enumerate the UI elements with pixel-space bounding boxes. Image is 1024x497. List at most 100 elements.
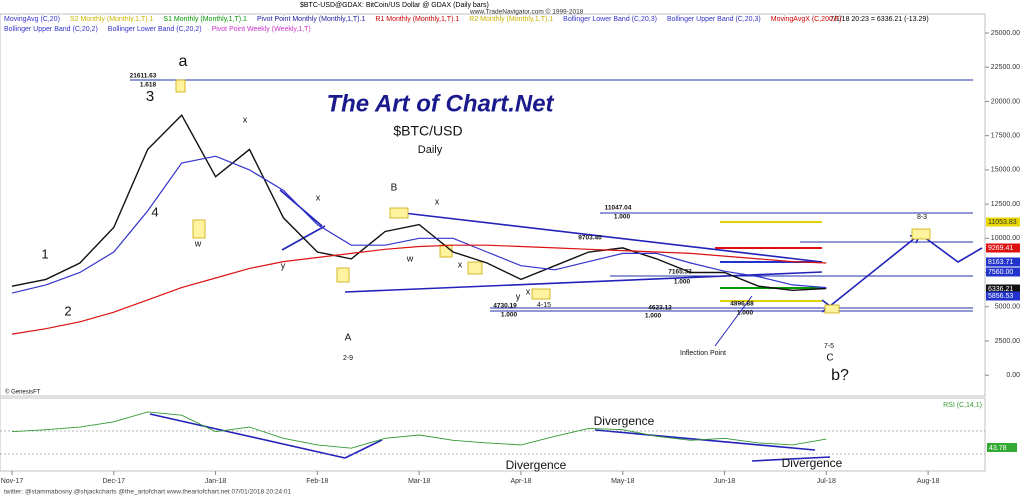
series-line (11, 155, 827, 294)
x-tick-label: Dec-17 (103, 478, 126, 485)
price-tag (986, 243, 1020, 253)
rsi-value-label: 43.78 (989, 445, 1007, 452)
pivot-box (336, 267, 350, 283)
pivot-box (389, 207, 409, 219)
price-panel (0, 13, 986, 397)
annotation: w (194, 238, 202, 248)
annotation: Divergence (594, 414, 655, 428)
x-tick-label: Feb-18 (306, 478, 328, 485)
annotation: 9703.40 (578, 235, 602, 242)
y-tick-label: 12500.00 (991, 201, 1020, 208)
annotation: Divergence (506, 458, 567, 472)
x-tick-label: Aug-18 (917, 478, 940, 485)
annotation: 3 (146, 88, 154, 105)
pivot-box (175, 79, 186, 93)
annotation: 1.618 (140, 82, 157, 89)
legend-entry: Bollinger Upper Band (C,20,3) (667, 16, 761, 23)
rsi-trend (751, 456, 831, 462)
y-tick-label: 22500.00 (991, 64, 1020, 71)
annotation: 1.000 (737, 310, 754, 317)
pivot-boxes (175, 79, 931, 314)
annotation: x (458, 259, 463, 269)
price-tag-label: 6336.21 (988, 286, 1013, 293)
price-tag (986, 217, 1020, 227)
annotation: x (243, 114, 248, 124)
footer: twitter: @stammabosny @shjackcharts @the… (4, 489, 292, 496)
annotation: 4896.88 (730, 301, 754, 308)
price-tag (986, 267, 1020, 277)
pivot-box (824, 304, 840, 314)
source: www.TradeNavigator.com © 1999-2018 (469, 8, 584, 16)
y-tick-label: 2500.00 (995, 338, 1020, 345)
y-tick-label: 15000.00 (991, 167, 1020, 174)
annotation: y (516, 291, 521, 301)
rsi-trend (344, 439, 383, 459)
legend-entry: Pivot Point Weekly (Weekly,1,T) (212, 26, 311, 33)
rsi-trend (594, 429, 816, 451)
legend-entry: Bollinger Lower Band (C,20,3) (563, 16, 657, 23)
annotation: 21611.63 (130, 73, 157, 80)
annotation: B (391, 183, 398, 194)
price-tag-label: 5856.53 (988, 293, 1013, 300)
legend-entry: S2 Monthly (Monthly,1,T).1 (70, 16, 154, 23)
annotation: 1.000 (674, 279, 691, 286)
price-tag-label: 7560.00 (988, 269, 1013, 276)
annotation: x (316, 192, 321, 202)
price-tag-label: 11053.83 (988, 219, 1017, 226)
legend-entry: R2 Monthly (Monthly,1,T).1 (469, 16, 553, 23)
annotation: 1.000 (645, 313, 662, 320)
annotation: a (179, 53, 188, 70)
annotation: 2 (64, 303, 71, 318)
annotation: 7-5 (824, 343, 834, 350)
annotation: 11047.04 (605, 205, 632, 212)
annotation: Daily (418, 144, 443, 156)
x-tick-label: Jan-18 (205, 478, 227, 485)
price-tag-label: 9269.41 (988, 245, 1013, 252)
y-tick-label: 25000.00 (991, 30, 1020, 37)
price-tag-label: 8163.71 (988, 259, 1013, 266)
annotation: C (826, 353, 833, 364)
legend-entry: Bollinger Upper Band (C,20,2) (4, 26, 98, 33)
annotation: © GenesisFT (5, 389, 41, 396)
rsi-title: RSI (C,14,1) (943, 402, 982, 409)
rsi-line (11, 411, 827, 449)
legend-entry: Bollinger Lower Band (C,20,2) (108, 26, 202, 33)
annotation: b? (831, 367, 849, 384)
annotation: 1.000 (501, 312, 518, 319)
legend-entry: Pivot Point Monthly (Monthly,1,T).1 (257, 16, 366, 23)
x-tick-label: Jul-18 (817, 478, 836, 485)
annotation: A (345, 333, 352, 344)
annotation: y (281, 260, 286, 270)
status: 7/1/18 20:23 = 6336.21 (-13.29) (830, 16, 929, 23)
annotation: 4623.12 (648, 305, 672, 312)
y-tick-label: 0.00 (1006, 372, 1020, 379)
legend-entry: S1 Monthly (Monthly,1,T).1 (163, 16, 247, 23)
legend-entry: MovingAvg (C,20) (4, 16, 60, 23)
y-tick-label: 10000.00 (991, 235, 1020, 242)
annotation: 1.000 (614, 214, 631, 221)
header: $BTC-USD@GDAX: BitCoin/US Dollar @ GDAX … (300, 2, 489, 9)
annotation: 1 (41, 246, 48, 261)
trend-line (394, 211, 823, 263)
annotation: x (526, 286, 531, 296)
series-line (11, 244, 827, 335)
annotation: 4-15 (537, 302, 551, 309)
price-tag (986, 291, 1020, 301)
x-tick-label: May-18 (611, 478, 634, 485)
annotation: 4 (151, 204, 158, 219)
rsi-tag (987, 443, 1017, 452)
y-tick-label: 5000.00 (995, 304, 1020, 311)
annotation: 4730.19 (493, 303, 517, 310)
annotation: Inflection Point (680, 350, 726, 357)
projection (829, 232, 983, 307)
legend-entry: R1 Monthly (Monthly,1,T).1 (375, 16, 459, 23)
price-tag (986, 284, 1020, 294)
x-tick-label: Nov-17 (1, 478, 24, 485)
pivot-box (467, 261, 483, 275)
annotation: The Art of Chart.Net (326, 90, 554, 117)
price-tag (986, 257, 1020, 267)
annotation: Divergence (782, 456, 843, 470)
y-tick-label: 17500.00 (991, 133, 1020, 140)
inflection-line (714, 295, 753, 347)
